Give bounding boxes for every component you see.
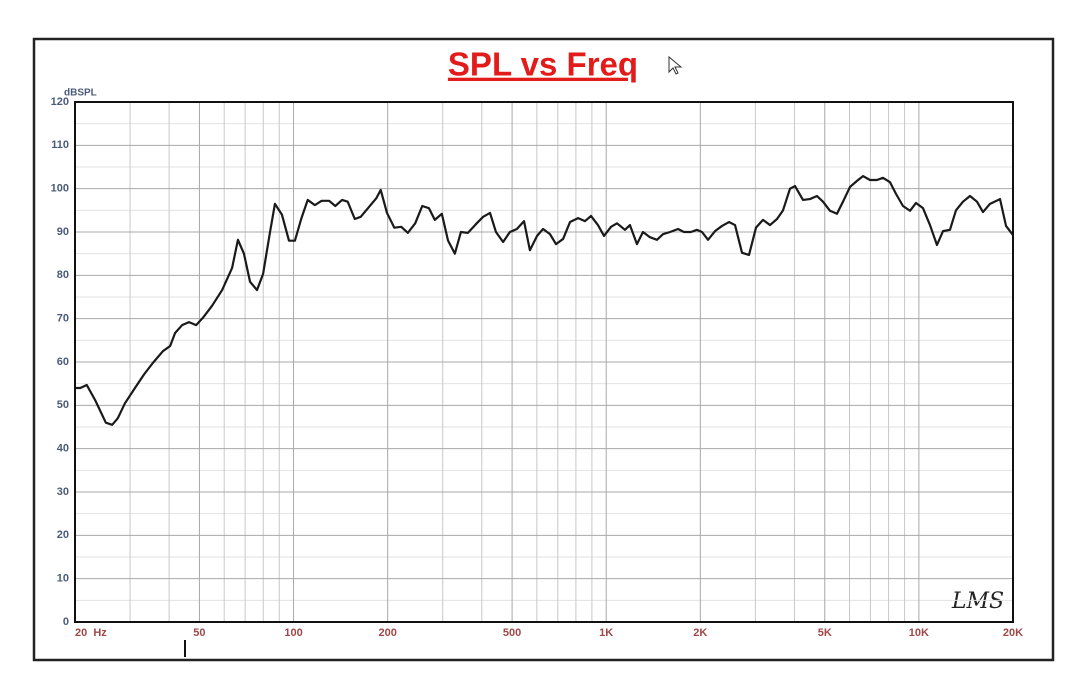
y-tick-label: 120 — [51, 96, 69, 108]
x-tick-label: 2K — [693, 627, 707, 639]
x-tick-label: 200 — [378, 627, 396, 639]
logo: LMS — [951, 589, 1004, 614]
x-tick-label: 20 Hz — [75, 627, 107, 639]
y-tick-label: 40 — [57, 443, 69, 455]
y-tick-label: 90 — [57, 226, 69, 238]
y-tick-label: 10 — [57, 573, 69, 585]
chart-title: SPL vs Freq — [448, 46, 638, 83]
y-tick-label: 70 — [57, 313, 69, 325]
y-tick-label: 80 — [57, 269, 69, 281]
x-tick-label: 10K — [909, 627, 929, 639]
x-tick-label: 5K — [818, 627, 832, 639]
y-tick-label: 30 — [57, 486, 69, 498]
y-tick-label: 110 — [51, 139, 69, 151]
y-axis-label: dBSPL — [64, 88, 97, 99]
x-tick-label: 100 — [284, 627, 302, 639]
cursor-icon — [668, 55, 683, 75]
y-tick-label: 0 — [63, 616, 69, 628]
x-tick-label: 1K — [599, 627, 613, 639]
y-tick-label: 100 — [51, 183, 69, 195]
y-tick-label: 60 — [57, 356, 69, 368]
spl-curve — [75, 175, 1014, 426]
frame — [32, 37, 1055, 662]
x-tick-label: 20K — [1003, 627, 1023, 639]
x-tick-label: 500 — [503, 627, 521, 639]
y-tick-label: 20 — [57, 529, 69, 541]
plot-border — [74, 101, 1014, 623]
y-tick-label: 50 — [57, 399, 69, 411]
x-tick-label: 50 — [193, 627, 205, 639]
